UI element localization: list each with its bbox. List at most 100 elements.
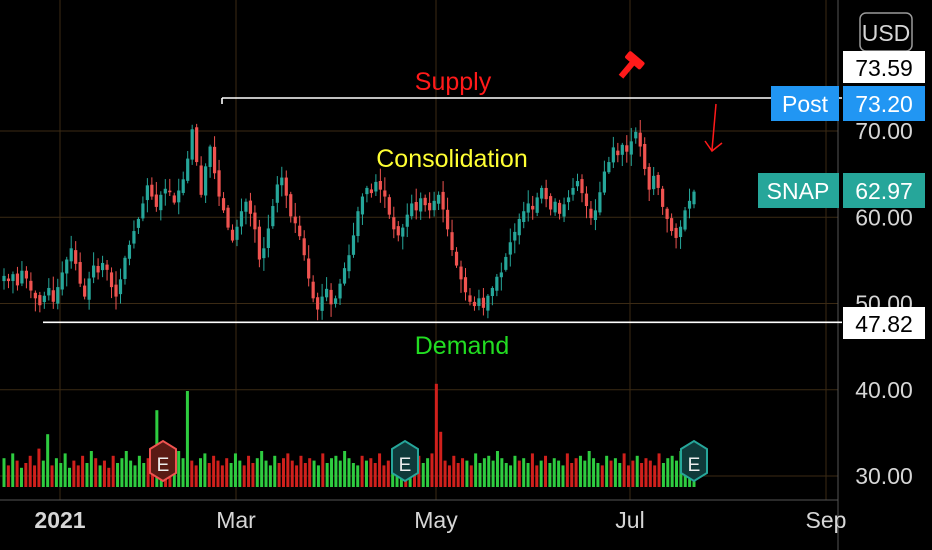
volume-bar — [286, 453, 290, 487]
candle — [468, 288, 472, 306]
candle — [33, 290, 37, 312]
candle — [678, 220, 683, 249]
time-tick-label: May — [414, 507, 458, 533]
candle — [159, 191, 163, 221]
volume-bar — [447, 465, 451, 487]
support-resistance-lines — [43, 97, 842, 324]
volume-bar — [465, 460, 469, 487]
candle — [221, 192, 226, 214]
candle — [230, 224, 235, 243]
candle — [526, 190, 530, 222]
volume-bar — [212, 455, 216, 487]
price-tick-label: 60.00 — [855, 204, 913, 230]
candle — [275, 176, 279, 213]
earnings-marker-label: E — [688, 455, 701, 476]
candle — [607, 156, 611, 174]
volume-bar — [33, 465, 37, 487]
candle — [235, 219, 239, 247]
candlesticks — [2, 119, 696, 321]
candle — [486, 294, 490, 319]
volume-bar — [495, 451, 499, 487]
volume-bar — [207, 463, 211, 487]
candle — [665, 206, 669, 233]
candle — [92, 252, 96, 284]
volume-bar — [81, 455, 85, 487]
volume-bar — [177, 451, 181, 487]
volume-bar — [509, 465, 513, 487]
candle — [481, 288, 486, 316]
candle — [428, 192, 432, 219]
volume-bar — [28, 455, 32, 487]
volume-bar — [89, 451, 93, 487]
candle — [289, 191, 293, 223]
currency-button[interactable]: USD — [859, 12, 913, 52]
candle — [136, 217, 141, 234]
volume-bar — [622, 453, 626, 487]
candle — [316, 292, 320, 321]
candle — [132, 220, 136, 249]
candle — [508, 228, 512, 267]
candle — [15, 266, 20, 291]
candle — [56, 278, 60, 310]
volume-bar — [552, 458, 556, 487]
candle — [226, 204, 230, 231]
volume-bar — [386, 460, 390, 487]
candle — [360, 193, 365, 225]
candle — [580, 174, 584, 203]
volume-bar — [50, 465, 54, 487]
hammer-icon — [618, 51, 645, 79]
candle — [217, 159, 221, 206]
volume-bar — [596, 463, 600, 487]
candle — [212, 136, 217, 180]
candle — [342, 262, 347, 286]
volume-bar — [631, 460, 635, 487]
candle — [459, 260, 463, 293]
volume-bar — [474, 453, 478, 487]
candle — [611, 136, 615, 168]
volume-bar — [72, 460, 76, 487]
volume-bar — [491, 460, 495, 487]
candle — [383, 177, 387, 208]
candle — [69, 235, 73, 269]
volume-bar — [137, 455, 141, 487]
volume-bar — [281, 458, 285, 487]
volume-bar — [522, 458, 526, 487]
candle — [204, 163, 208, 203]
earnings-marker[interactable]: E — [391, 439, 419, 483]
candle — [517, 213, 521, 245]
candle — [643, 137, 647, 176]
candle — [244, 198, 248, 225]
low-level-value: 47.82 — [855, 311, 913, 337]
volume-bar — [185, 391, 189, 487]
volume-bar — [487, 455, 491, 487]
volume-bar — [439, 431, 443, 487]
volume-bar — [181, 458, 185, 487]
volume-bar — [316, 465, 320, 487]
candle — [432, 191, 436, 217]
candle — [253, 205, 257, 243]
volume-bar — [600, 465, 604, 487]
candle — [11, 271, 15, 294]
candle — [562, 197, 566, 223]
time-axis[interactable]: 2021 Mar May Jul Sep — [34, 507, 846, 533]
volume-bar — [544, 455, 548, 487]
candle — [329, 283, 333, 317]
volume-bar — [102, 460, 106, 487]
earnings-marker[interactable]: E — [680, 439, 708, 483]
low-level-label: 47.82 — [843, 307, 925, 339]
volume-bar — [142, 463, 146, 487]
earnings-marker[interactable]: E — [149, 439, 177, 483]
candle — [369, 183, 374, 198]
last-price-value: 62.97 — [855, 178, 913, 204]
candle — [490, 286, 494, 306]
candle — [584, 186, 589, 219]
volume-bar — [461, 458, 465, 487]
candle — [324, 277, 329, 302]
volume-bar — [37, 448, 41, 487]
candle — [553, 198, 557, 216]
candle — [472, 296, 477, 311]
volume-bar — [351, 463, 355, 487]
